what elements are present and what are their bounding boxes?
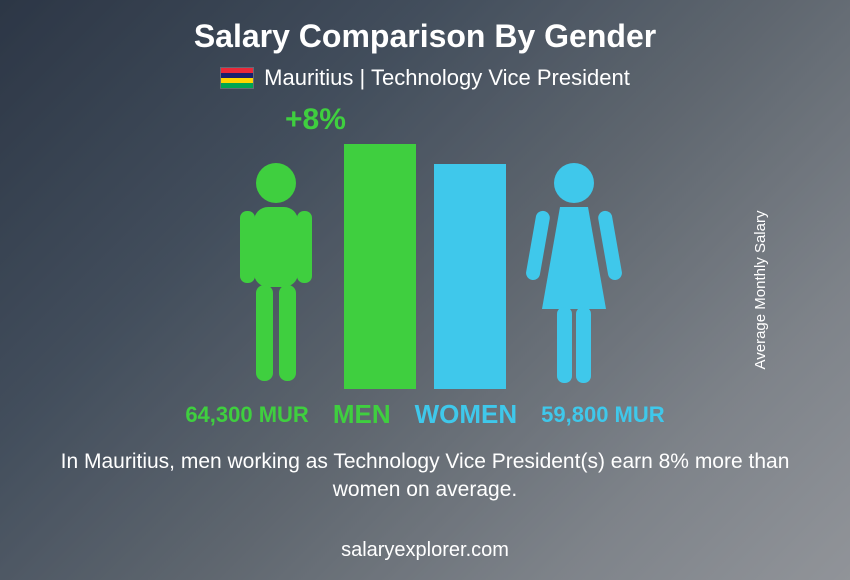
y-axis-label: Average Monthly Salary — [752, 211, 769, 370]
women-label: WOMEN — [415, 399, 518, 430]
subtitle-row: Mauritius | Technology Vice President — [220, 65, 630, 91]
men-bar — [344, 144, 416, 389]
country-name: Mauritius — [264, 65, 353, 90]
female-person-icon — [524, 159, 624, 389]
page-title: Salary Comparison By Gender — [194, 18, 656, 55]
description-text: In Mauritius, men working as Technology … — [55, 448, 795, 505]
men-label: MEN — [333, 399, 391, 430]
separator: | — [353, 65, 371, 90]
infographic-container: Salary Comparison By Gender Mauritius | … — [0, 0, 850, 580]
flag-stripe — [221, 83, 253, 88]
women-bar — [434, 164, 506, 389]
men-salary: 64,300 MUR — [185, 402, 309, 428]
labels-row: 64,300 MUR MEN WOMEN 59,800 MUR — [185, 399, 664, 430]
mauritius-flag-icon — [220, 67, 254, 89]
chart-area: +8% — [226, 109, 624, 389]
percent-diff-label: +8% — [285, 103, 346, 137]
subtitle-text: Mauritius | Technology Vice President — [264, 65, 630, 91]
women-salary: 59,800 MUR — [541, 402, 665, 428]
role-name: Technology Vice President — [371, 65, 630, 90]
male-person-icon — [226, 159, 326, 389]
footer-source: salaryexplorer.com — [341, 539, 509, 562]
